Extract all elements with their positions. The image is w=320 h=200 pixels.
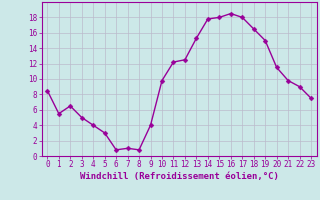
X-axis label: Windchill (Refroidissement éolien,°C): Windchill (Refroidissement éolien,°C) [80,172,279,181]
